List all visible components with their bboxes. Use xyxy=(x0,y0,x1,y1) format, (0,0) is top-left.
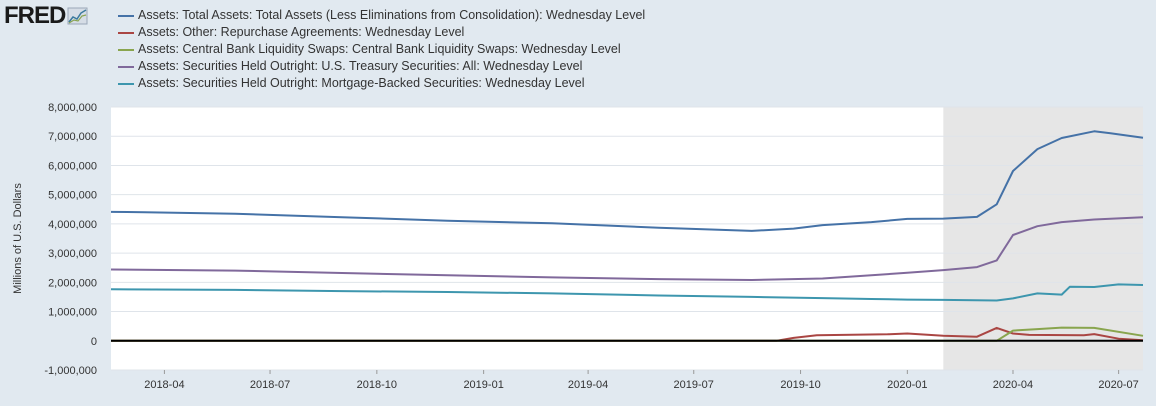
series-line-5 xyxy=(110,283,1144,302)
y-tick-label: 1,000,000 xyxy=(48,307,97,319)
chart-legend: Assets: Total Assets: Total Assets (Less… xyxy=(118,7,645,92)
legend-label: Assets: Other: Repurchase Agreements: We… xyxy=(138,25,465,39)
legend-item-3[interactable]: Assets: Central Bank Liquidity Swaps: Ce… xyxy=(118,41,645,58)
x-tick-label: 2018-04 xyxy=(144,379,184,391)
y-tick-label: 2,000,000 xyxy=(48,277,97,289)
logo-text: FRED xyxy=(4,2,66,29)
x-tick-label: 2020-01 xyxy=(887,379,927,391)
y-axis-label: Millions of U.S. Dollars xyxy=(12,183,24,294)
x-tick-label: 2019-01 xyxy=(463,379,503,391)
recession-shading xyxy=(943,107,1143,370)
fred-logo[interactable]: FRED xyxy=(4,2,89,30)
legend-swatch xyxy=(118,65,134,68)
trend-chart-icon xyxy=(67,7,88,25)
legend-swatch xyxy=(118,31,134,34)
y-tick-label: 4,000,000 xyxy=(48,219,97,231)
y-tick-label: 3,000,000 xyxy=(48,248,97,260)
y-tick-label: 8,000,000 xyxy=(48,102,97,114)
x-tick-label: 2019-07 xyxy=(674,379,714,391)
legend-label: Assets: Securities Held Outright: Mortga… xyxy=(138,76,585,90)
series-line-1 xyxy=(110,130,1144,232)
legend-item-4[interactable]: Assets: Securities Held Outright: U.S. T… xyxy=(118,58,645,75)
y-tick-label: 0 xyxy=(91,336,97,348)
x-tick-label: 2020-07 xyxy=(1098,379,1138,391)
x-tick-label: 2020-04 xyxy=(993,379,1033,391)
y-tick-label: 5,000,000 xyxy=(48,190,97,202)
series-line-2 xyxy=(111,326,1144,342)
x-tick-label: 2019-04 xyxy=(568,379,608,391)
x-tick-label: 2018-10 xyxy=(357,379,397,391)
legend-item-1[interactable]: Assets: Total Assets: Total Assets (Less… xyxy=(118,7,645,24)
legend-label: Assets: Total Assets: Total Assets (Less… xyxy=(138,8,646,22)
legend-item-2[interactable]: Assets: Other: Repurchase Agreements: We… xyxy=(118,24,645,41)
y-tick-label: 7,000,000 xyxy=(48,131,97,143)
y-tick-label: -1,000,000 xyxy=(44,365,97,377)
legend-swatch xyxy=(118,82,134,85)
legend-label: Assets: Securities Held Outright: U.S. T… xyxy=(138,59,583,73)
legend-label: Assets: Central Bank Liquidity Swaps: Ce… xyxy=(138,42,621,56)
x-tick-label: 2019-10 xyxy=(780,379,820,391)
legend-item-5[interactable]: Assets: Securities Held Outright: Mortga… xyxy=(118,75,645,92)
y-tick-label: 6,000,000 xyxy=(48,160,97,172)
legend-swatch xyxy=(118,48,134,51)
legend-swatch xyxy=(118,14,134,17)
series-line-4 xyxy=(110,216,1144,281)
x-tick-label: 2018-07 xyxy=(250,379,290,391)
